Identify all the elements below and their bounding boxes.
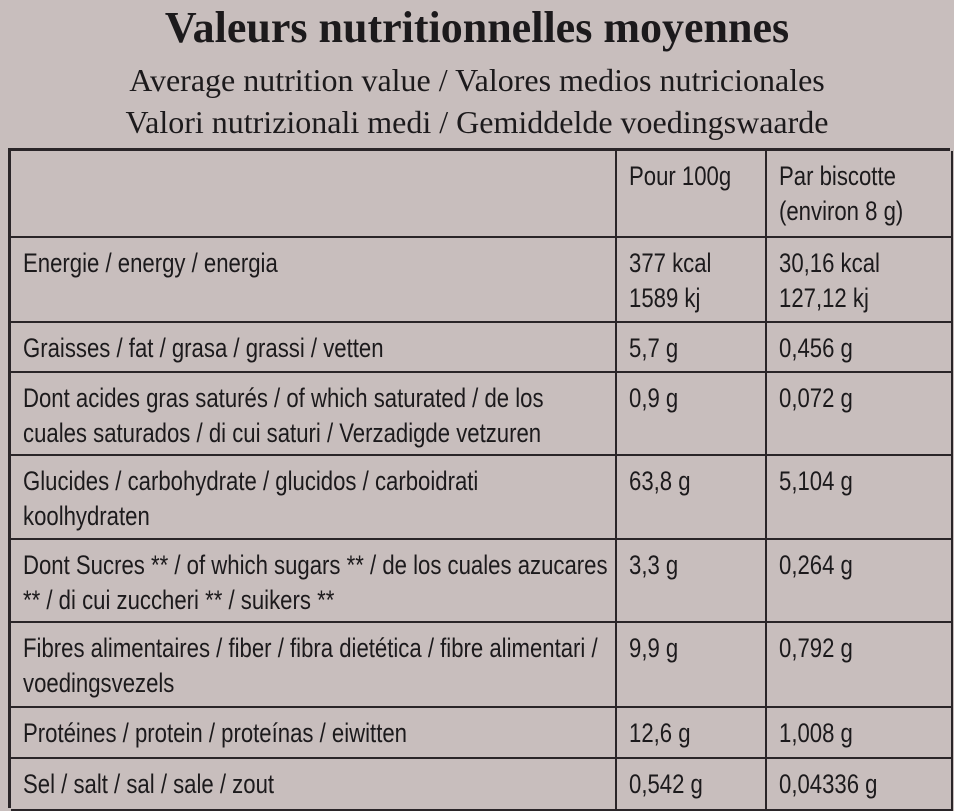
row-label: Glucides / carbohydrate / glucidos / car… <box>23 466 479 531</box>
row-label: Sel / salt / sal / sale / zout <box>23 769 275 799</box>
row-label: Energie / energy / energia <box>23 248 278 278</box>
value: 0,542 g <box>629 769 703 799</box>
table-cell: 377 kcal 1589 kj <box>617 238 767 323</box>
value: 5,7 g <box>629 333 679 363</box>
value: 9,9 g <box>629 633 679 663</box>
table-cell: 0,456 g <box>767 323 953 373</box>
value: 377 kcal 1589 kj <box>629 248 712 313</box>
table-cell: Graisses / fat / grasa / grassi / vetten <box>11 323 617 373</box>
table-cell: Glucides / carbohydrate / glucidos / car… <box>11 456 617 540</box>
value: 0,264 g <box>779 550 853 580</box>
table-cell: 30,16 kcal 127,12 kj <box>767 238 953 323</box>
table-cell: Energie / energy / energia <box>11 238 617 323</box>
table-cell: 0,542 g <box>617 759 767 811</box>
table-cell: Dont acides gras saturés / of which satu… <box>11 373 617 456</box>
table-cell: 0,792 g <box>767 623 953 708</box>
table-cell: 5,7 g <box>617 323 767 373</box>
column-header: Pour 100g <box>629 161 732 191</box>
table-cell: Protéines / protein / proteínas / eiwitt… <box>11 708 617 759</box>
table-cell: 9,9 g <box>617 623 767 708</box>
table-cell: Pour 100g <box>617 151 767 238</box>
value: 30,16 kcal 127,12 kj <box>779 248 880 313</box>
table-cell: Sel / salt / sal / sale / zout <box>11 759 617 811</box>
row-label: Fibres alimentaires / fiber / fibra diet… <box>23 633 598 698</box>
value: 5,104 g <box>779 466 853 496</box>
title: Valeurs nutritionnelles moyennes <box>164 3 790 52</box>
value: 0,04336 g <box>779 769 878 799</box>
table-cell: 5,104 g <box>767 456 953 540</box>
row-label: Protéines / protein / proteínas / eiwitt… <box>23 718 407 748</box>
table-cell: Par biscotte (environ 8 g) <box>767 151 953 238</box>
value: 12,6 g <box>629 718 691 748</box>
value: 3,3 g <box>629 550 679 580</box>
row-label: Dont acides gras saturés / of which satu… <box>23 383 544 448</box>
value: 0,072 g <box>779 383 853 413</box>
value: 0,9 g <box>629 383 679 413</box>
column-header: Par biscotte (environ 8 g) <box>779 161 904 226</box>
value: 0,456 g <box>779 333 853 363</box>
table-cell: 63,8 g <box>617 456 767 540</box>
table-cell: 0,264 g <box>767 540 953 623</box>
table-cell: 0,04336 g <box>767 759 953 811</box>
subtitle: Average nutrition value / Valores medios… <box>129 62 825 98</box>
value: 1,008 g <box>779 718 853 748</box>
nutrition-table: Pour 100g Par biscotte (environ 8 g) Energ… <box>8 148 953 811</box>
table-cell: 0,072 g <box>767 373 953 456</box>
table-cell: 0,9 g <box>617 373 767 456</box>
table-cell: 12,6 g <box>617 708 767 759</box>
table-cell: 3,3 g <box>617 540 767 623</box>
value: 63,8 g <box>629 466 691 496</box>
value: 0,792 g <box>779 633 853 663</box>
table-cell: Dont Sucres ** / of which sugars ** / de… <box>11 540 617 623</box>
row-label: Graisses / fat / grasa / grassi / vetten <box>23 333 384 363</box>
table-cell: Fibres alimentaires / fiber / fibra diet… <box>11 623 617 708</box>
row-label: Dont Sucres ** / of which sugars ** / de… <box>23 550 608 615</box>
table-cell: 1,008 g <box>767 708 953 759</box>
subtitle: Valori nutrizionali medi / Gemiddelde vo… <box>125 104 829 140</box>
table-cell <box>11 151 617 238</box>
